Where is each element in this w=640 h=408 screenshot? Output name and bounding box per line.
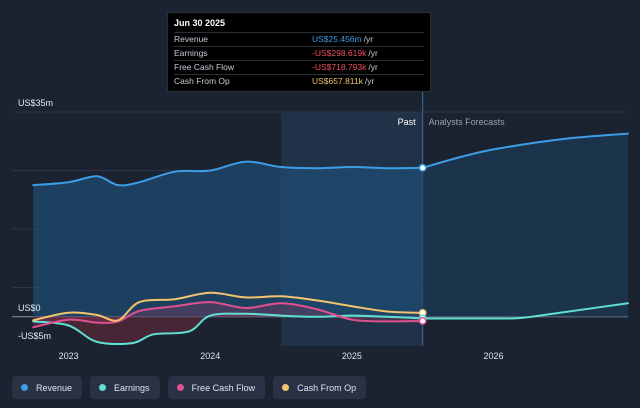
x-axis-ticks: 2023 2024 2025 2026 xyxy=(59,351,504,361)
x-tick-label: 2024 xyxy=(200,351,220,361)
tooltip-label: Cash From Op xyxy=(174,76,230,86)
tooltip-unit: /yr xyxy=(368,48,378,58)
tooltip-label: Revenue xyxy=(174,34,209,44)
series-areas xyxy=(33,133,628,345)
free-cash-flow-marker xyxy=(418,317,427,325)
earnings-forecast-line xyxy=(421,302,629,320)
tooltip-unit: /yr xyxy=(363,34,374,44)
revenue-forecast-line xyxy=(421,132,629,169)
legend-item-cash-from-op[interactable]: Cash From Op xyxy=(273,376,367,399)
free-cash-flow-line xyxy=(32,301,424,329)
tooltip-value: US$25.456m xyxy=(312,34,362,44)
tooltip-date: Jun 30 2025 xyxy=(174,18,226,28)
tooltip-row-revenue: Revenue US$25.456m /yr xyxy=(174,32,424,46)
series-lines xyxy=(32,132,629,346)
tooltip-row-free-cash-flow: Free Cash Flow -US$718.793k /yr xyxy=(174,60,424,74)
legend-item-revenue[interactable]: Revenue xyxy=(12,376,83,399)
tooltip: Jun 30 2025 Revenue US$25.456m /yr Earni… xyxy=(167,12,431,92)
legend-label: Earnings xyxy=(114,382,150,393)
legend-label: Cash From Op xyxy=(297,382,357,393)
legend-dot-icon xyxy=(99,384,107,391)
series-markers xyxy=(418,163,427,325)
x-tick-label: 2025 xyxy=(342,351,362,361)
forecast-label: Analysts Forecasts xyxy=(429,117,506,127)
tooltip-label: Earnings xyxy=(174,48,208,58)
tooltip-unit: /yr xyxy=(364,76,375,86)
tooltip-unit: /yr xyxy=(368,62,378,72)
tooltip-value: US$657.811k xyxy=(312,76,363,86)
tooltip-row-earnings: Earnings -US$298.619k /yr xyxy=(174,46,424,60)
tooltip-row-cash-from-op: Cash From Op US$657.811k /yr xyxy=(174,74,424,88)
tooltip-value: -US$718.793k xyxy=(312,62,367,72)
earnings-line xyxy=(32,312,424,346)
legend-label: Revenue xyxy=(36,382,73,393)
legend-dot-icon xyxy=(176,384,184,391)
legend-dot-icon xyxy=(282,384,290,391)
legend-item-free-cash-flow[interactable]: Free Cash Flow xyxy=(167,376,266,399)
legend-label: Free Cash Flow xyxy=(191,382,256,393)
tooltip-value: -US$298.619k xyxy=(312,48,367,58)
cash-from-op-line xyxy=(32,291,424,322)
revenue-marker xyxy=(418,163,427,172)
legend: Revenue Earnings Free Cash Flow Cash Fro… xyxy=(12,376,367,399)
revenue-forecast-area xyxy=(422,133,628,317)
y-axis-label-zero: US$0 xyxy=(18,303,41,313)
tooltip-label: Free Cash Flow xyxy=(174,62,234,72)
free-cash-flow-area xyxy=(33,302,423,328)
revenue-area xyxy=(33,161,423,317)
x-tick-label: 2023 xyxy=(59,351,79,361)
legend-dot-icon xyxy=(21,384,28,391)
earnings-area xyxy=(33,313,423,345)
x-tick-label: 2026 xyxy=(483,351,503,361)
past-label: Past xyxy=(398,117,417,127)
legend-item-earnings[interactable]: Earnings xyxy=(90,376,160,399)
y-axis-label-bottom: -US$5m xyxy=(18,331,51,341)
revenue-line xyxy=(32,160,424,187)
y-axis-label-top: US$35m xyxy=(18,98,53,108)
